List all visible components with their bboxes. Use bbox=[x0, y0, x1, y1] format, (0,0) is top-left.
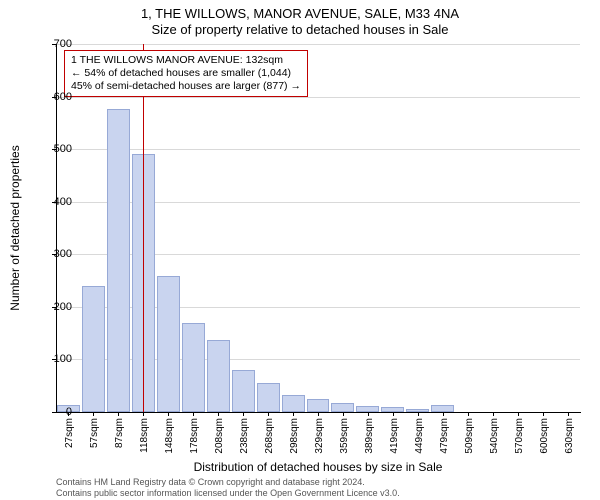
ytick-label: 700 bbox=[54, 38, 72, 50]
chart-title-line2: Size of property relative to detached ho… bbox=[0, 22, 600, 37]
xtick-mark bbox=[293, 412, 294, 416]
ytick-label: 100 bbox=[54, 353, 72, 365]
ytick-label: 200 bbox=[54, 301, 72, 313]
xtick-label: 419sqm bbox=[389, 418, 400, 454]
xtick-label: 449sqm bbox=[414, 418, 425, 454]
xtick-mark bbox=[218, 412, 219, 416]
ytick-label: 300 bbox=[54, 248, 72, 260]
xtick-mark bbox=[468, 412, 469, 416]
annotation-line3: 45% of semi-detached houses are larger (… bbox=[71, 80, 301, 93]
xtick-mark bbox=[493, 412, 494, 416]
xtick-mark bbox=[193, 412, 194, 416]
xtick-label: 268sqm bbox=[264, 418, 275, 454]
xtick-label: 298sqm bbox=[289, 418, 300, 454]
xtick-mark bbox=[393, 412, 394, 416]
xtick-label: 57sqm bbox=[89, 418, 100, 448]
xtick-label: 509sqm bbox=[464, 418, 475, 454]
xtick-label: 118sqm bbox=[139, 418, 150, 453]
ytick-label: 0 bbox=[66, 406, 72, 418]
xtick-label: 148sqm bbox=[164, 418, 175, 454]
annotation-line1: 1 THE WILLOWS MANOR AVENUE: 132sqm bbox=[71, 54, 301, 67]
xtick-mark bbox=[568, 412, 569, 416]
xtick-label: 87sqm bbox=[114, 418, 125, 448]
xtick-label: 208sqm bbox=[214, 418, 225, 454]
xtick-mark bbox=[368, 412, 369, 416]
annotation-line2: ← 54% of detached houses are smaller (1,… bbox=[71, 67, 301, 80]
ytick-label: 500 bbox=[54, 143, 72, 155]
annotation-box: 1 THE WILLOWS MANOR AVENUE: 132sqm ← 54%… bbox=[64, 50, 308, 97]
xtick-label: 570sqm bbox=[514, 418, 525, 454]
xtick-label: 359sqm bbox=[339, 418, 350, 454]
xtick-mark bbox=[543, 412, 544, 416]
ytick-label: 400 bbox=[54, 196, 72, 208]
xtick-mark bbox=[168, 412, 169, 416]
xtick-label: 630sqm bbox=[564, 418, 575, 454]
xtick-mark bbox=[518, 412, 519, 416]
xtick-label: 329sqm bbox=[314, 418, 325, 454]
xtick-label: 178sqm bbox=[189, 418, 200, 454]
xtick-mark bbox=[443, 412, 444, 416]
xtick-mark bbox=[268, 412, 269, 416]
plot-area: 1 THE WILLOWS MANOR AVENUE: 132sqm ← 54%… bbox=[56, 44, 580, 412]
xtick-label: 479sqm bbox=[439, 418, 450, 454]
axes-border bbox=[56, 44, 581, 413]
footer-attribution: Contains HM Land Registry data © Crown c… bbox=[56, 477, 400, 498]
xtick-label: 540sqm bbox=[489, 418, 500, 454]
xtick-label: 389sqm bbox=[364, 418, 375, 454]
ytick-label: 600 bbox=[54, 91, 72, 103]
y-axis-label: Number of detached properties bbox=[8, 145, 22, 310]
footer-line1: Contains HM Land Registry data © Crown c… bbox=[56, 477, 400, 487]
chart-title-line1: 1, THE WILLOWS, MANOR AVENUE, SALE, M33 … bbox=[0, 6, 600, 21]
xtick-mark bbox=[93, 412, 94, 416]
xtick-mark bbox=[118, 412, 119, 416]
xtick-mark bbox=[243, 412, 244, 416]
xtick-label: 600sqm bbox=[539, 418, 550, 454]
x-axis-label: Distribution of detached houses by size … bbox=[56, 460, 580, 474]
ytick-mark bbox=[52, 412, 56, 413]
xtick-label: 238sqm bbox=[239, 418, 250, 454]
xtick-mark bbox=[143, 412, 144, 416]
xtick-mark bbox=[343, 412, 344, 416]
xtick-mark bbox=[318, 412, 319, 416]
footer-line2: Contains public sector information licen… bbox=[56, 488, 400, 498]
xtick-mark bbox=[418, 412, 419, 416]
xtick-label: 27sqm bbox=[64, 418, 75, 448]
